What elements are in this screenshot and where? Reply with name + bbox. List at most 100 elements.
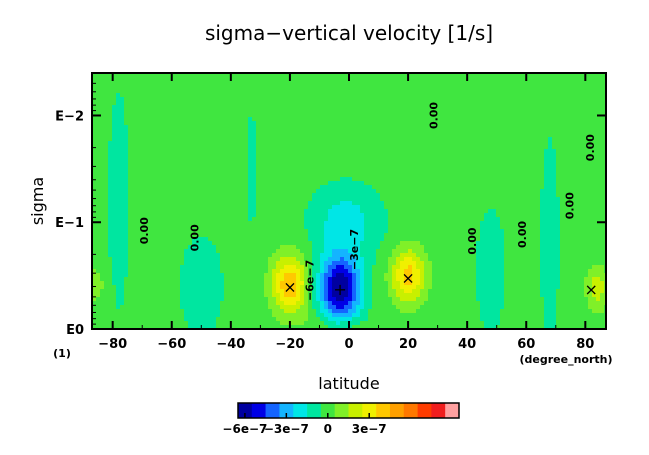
field-cell (128, 97, 133, 102)
field-cell (220, 201, 225, 206)
field-cell (268, 277, 273, 282)
field-cell (336, 97, 341, 102)
field-cell (164, 153, 169, 158)
field-cell (112, 269, 117, 274)
field-cell (196, 321, 201, 326)
field-cell (128, 305, 133, 310)
field-cell (196, 241, 201, 246)
field-cell (376, 133, 381, 138)
field-cell (112, 113, 117, 118)
field-cell (280, 257, 285, 262)
field-cell (292, 173, 297, 178)
field-cell (160, 145, 165, 150)
field-cell (124, 161, 129, 166)
field-cell (388, 145, 393, 150)
field-cell (184, 117, 189, 122)
field-cell (316, 145, 321, 150)
field-cell (324, 73, 329, 78)
field-cell (184, 81, 189, 86)
field-cell (304, 121, 309, 126)
field-cell (252, 309, 257, 314)
field-cell (292, 273, 297, 278)
field-cell (240, 133, 245, 138)
field-cell (116, 121, 121, 126)
field-cell (120, 121, 125, 126)
field-cell (312, 205, 317, 210)
field-cell (264, 189, 269, 194)
field-cell (272, 173, 277, 178)
field-cell (164, 137, 169, 142)
field-cell (172, 181, 177, 186)
field-cell (112, 93, 117, 98)
field-cell (184, 193, 189, 198)
field-cell (376, 217, 381, 222)
field-cell (180, 93, 185, 98)
field-cell (108, 129, 113, 134)
field-cell (128, 245, 133, 250)
field-cell (192, 233, 197, 238)
field-cell (160, 213, 165, 218)
field-cell (128, 157, 133, 162)
field-cell (180, 161, 185, 166)
field-cell (116, 165, 121, 170)
field-cell (396, 93, 401, 98)
field-cell (360, 157, 365, 162)
field-cell (104, 137, 109, 142)
field-cell (316, 281, 321, 286)
field-cell (396, 197, 401, 202)
field-cell (364, 205, 369, 210)
field-cell (244, 149, 249, 154)
field-cell (180, 285, 185, 290)
field-cell (100, 253, 105, 258)
field-cell (336, 149, 341, 154)
field-cell (132, 149, 137, 154)
field-cell (300, 217, 305, 222)
field-cell (344, 325, 349, 329)
field-cell (120, 81, 125, 86)
field-cell (268, 217, 273, 222)
field-cell (112, 297, 117, 302)
field-cell (376, 177, 381, 182)
field-cell (236, 237, 241, 242)
field-cell (396, 293, 401, 298)
field-cell (184, 261, 189, 266)
field-cell (348, 253, 353, 258)
field-cell (140, 181, 145, 186)
field-cell (108, 89, 113, 94)
field-cell (392, 157, 397, 162)
field-cell (172, 293, 177, 298)
field-cell (188, 113, 193, 118)
field-cell (100, 273, 105, 278)
field-cell (236, 141, 241, 146)
field-cell (328, 249, 333, 254)
field-cell (384, 121, 389, 126)
field-cell (116, 305, 121, 310)
field-cell (184, 305, 189, 310)
field-cell (364, 325, 369, 329)
field-cell (200, 241, 205, 246)
field-cell (264, 113, 269, 118)
field-cell (268, 113, 273, 118)
field-cell (156, 229, 161, 234)
field-cell (144, 233, 149, 238)
field-cell (348, 113, 353, 118)
field-cell (288, 149, 293, 154)
field-cell (244, 181, 249, 186)
field-cell (336, 77, 341, 82)
field-cell (224, 125, 229, 130)
field-cell (244, 257, 249, 262)
field-cell (132, 233, 137, 238)
field-cell (292, 209, 297, 214)
field-cell (368, 145, 373, 150)
field-cell (316, 153, 321, 158)
field-cell (292, 113, 297, 118)
field-cell (108, 153, 113, 158)
field-cell (180, 293, 185, 298)
field-cell (176, 293, 181, 298)
field-cell (200, 125, 205, 130)
field-cell (284, 269, 289, 274)
field-cell (360, 317, 365, 322)
field-cell (368, 125, 373, 130)
field-cell (376, 113, 381, 118)
field-cell (104, 145, 109, 150)
